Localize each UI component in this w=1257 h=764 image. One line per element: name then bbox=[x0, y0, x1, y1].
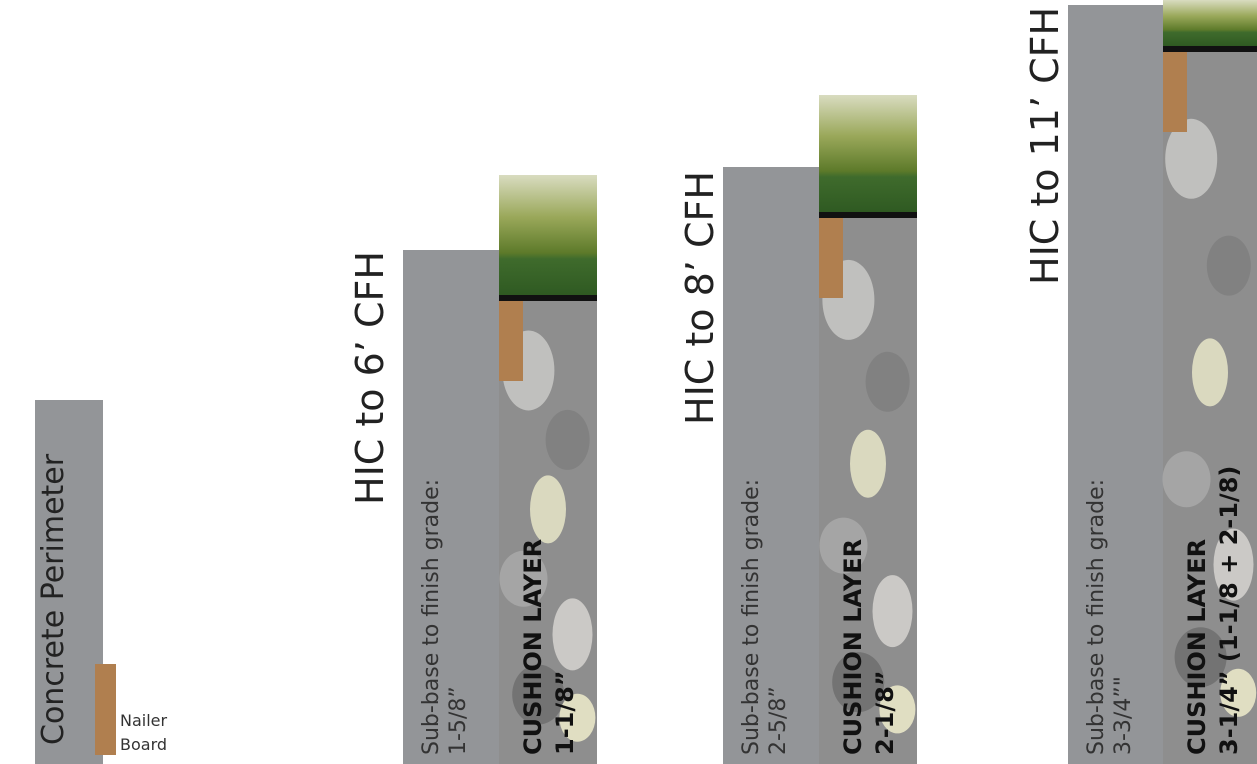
subbase-label: Sub-base to finish grade: bbox=[419, 479, 444, 755]
backing-line bbox=[1163, 46, 1257, 52]
concrete-bar bbox=[35, 400, 103, 764]
nailer-board bbox=[1163, 52, 1187, 132]
rubber-crumb bbox=[1213, 528, 1254, 601]
panel-title: HIC to 8’ CFH bbox=[678, 171, 722, 425]
subbase-label: Sub-base to finish grade: bbox=[739, 479, 764, 755]
cushion-label: CUSHION LAYER bbox=[1183, 539, 1211, 755]
rubber-crumb bbox=[865, 351, 910, 412]
subbase-bar bbox=[1068, 5, 1163, 764]
backing-line bbox=[499, 295, 597, 301]
rubber-crumb bbox=[819, 517, 868, 574]
rubber-crumb bbox=[1206, 235, 1251, 296]
cushion-label: CUSHION LAYER bbox=[839, 539, 867, 755]
rubber-crumb bbox=[1165, 118, 1218, 199]
nailer-label: Nailer bbox=[120, 711, 168, 730]
rubber-crumb bbox=[559, 693, 596, 742]
rubber-crumb bbox=[552, 598, 593, 671]
rubber-crumb bbox=[872, 575, 913, 648]
backing-line bbox=[819, 212, 917, 218]
rubber-crumb bbox=[530, 475, 566, 544]
nailer-swatch bbox=[95, 664, 116, 755]
subbase-value: 2-5/8” bbox=[766, 686, 791, 755]
cushion-value: 3-1/4” (1-1/8 + 2-1/8) bbox=[1215, 466, 1243, 755]
turf bbox=[1163, 0, 1257, 46]
subbase-bar bbox=[403, 250, 499, 764]
panel-title: HIC to 6’ CFH bbox=[348, 251, 392, 505]
nailer-label: Board bbox=[120, 735, 167, 754]
cushion-label: CUSHION LAYER bbox=[519, 539, 547, 755]
rubber-crumb bbox=[832, 652, 885, 713]
rubber-crumb bbox=[879, 685, 916, 734]
rubber-crumb bbox=[1162, 451, 1211, 508]
rubber-crumb bbox=[1220, 668, 1257, 717]
turf bbox=[499, 175, 597, 295]
rubber-crumb bbox=[512, 664, 565, 725]
concrete-label: Concrete Perimeter bbox=[36, 453, 71, 745]
rubber-crumb bbox=[499, 550, 548, 607]
rubber-crumb bbox=[850, 429, 886, 498]
nailer-board bbox=[819, 218, 843, 298]
rubber-crumb bbox=[545, 409, 590, 470]
cushion-value: 2-1/8” bbox=[871, 670, 899, 755]
nailer-board bbox=[499, 301, 523, 381]
cushion-value: 1-1/8” bbox=[551, 670, 579, 755]
subbase-label: Sub-base to finish grade: bbox=[1084, 479, 1109, 755]
panel-title: HIC to 11’ CFH bbox=[1023, 7, 1067, 285]
rubber-crumb bbox=[1192, 338, 1228, 407]
rubber-crumb bbox=[1174, 627, 1227, 688]
subbase-bar bbox=[723, 167, 819, 764]
turf bbox=[819, 95, 917, 212]
subbase-value: 1-5/8” bbox=[446, 686, 471, 755]
subbase-value: 3-3/4”" bbox=[1111, 676, 1136, 755]
